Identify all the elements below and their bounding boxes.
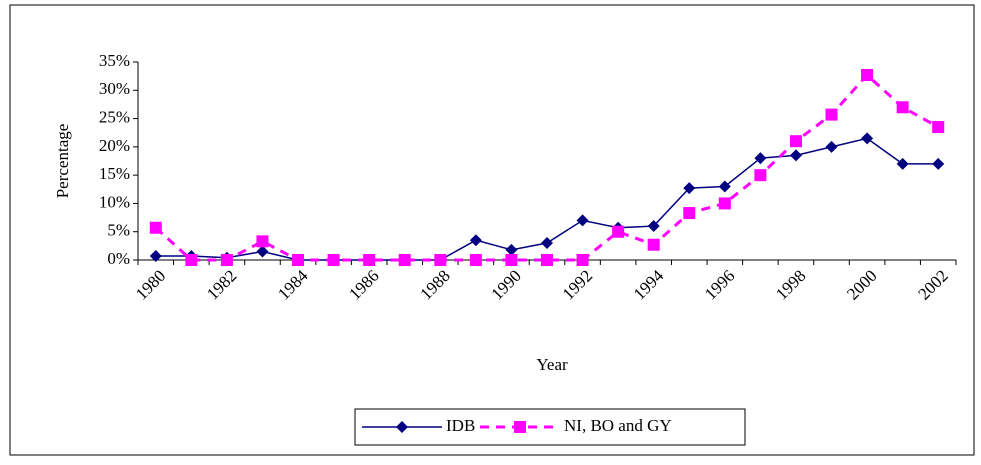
data-point — [861, 69, 874, 82]
data-point — [896, 157, 909, 170]
data-point — [256, 245, 269, 258]
data-point — [185, 254, 198, 266]
x-axis-title: Year — [536, 355, 568, 374]
data-point — [754, 152, 767, 165]
y-tick-label: 25% — [99, 107, 130, 126]
data-point — [825, 108, 838, 121]
data-point — [469, 234, 482, 247]
data-point — [861, 132, 874, 145]
y-tick-label: 35% — [99, 51, 130, 70]
data-point — [825, 140, 838, 153]
y-tick-label: 30% — [99, 79, 130, 98]
data-point — [718, 180, 731, 193]
y-axis-title: Percentage — [53, 124, 72, 199]
data-point — [327, 254, 340, 266]
data-point — [220, 254, 233, 266]
data-point — [363, 254, 376, 266]
data-point — [683, 182, 696, 195]
data-point — [256, 235, 269, 248]
data-point — [576, 214, 589, 227]
legend-marker — [396, 421, 408, 433]
data-point — [612, 225, 625, 238]
y-tick-label: 5% — [107, 221, 130, 240]
data-point — [647, 238, 660, 251]
data-point — [434, 254, 447, 266]
y-tick-label: 15% — [99, 164, 130, 183]
series-line — [154, 72, 939, 262]
data-point — [505, 243, 518, 256]
legend-label: NI, BO and GY — [564, 416, 672, 435]
y-tick-label: 10% — [99, 192, 130, 211]
chart-border — [9, 4, 975, 456]
data-point — [149, 221, 162, 234]
legend-label: IDB — [446, 416, 475, 435]
data-point — [469, 254, 482, 266]
data-point — [505, 254, 518, 266]
data-point — [541, 254, 553, 266]
data-point — [718, 197, 731, 210]
data-point — [896, 101, 909, 114]
data-point — [541, 237, 553, 250]
data-point — [932, 121, 945, 134]
data-point — [683, 207, 696, 220]
data-point — [576, 254, 589, 266]
legend-marker — [514, 421, 526, 433]
y-tick-label: 20% — [99, 136, 130, 155]
y-tick-label: 0% — [107, 249, 130, 268]
data-point — [398, 254, 411, 266]
data-point — [149, 250, 162, 263]
data-point — [647, 220, 660, 233]
data-point — [292, 254, 305, 266]
data-point — [932, 157, 945, 170]
data-point — [789, 135, 802, 148]
data-point — [754, 169, 767, 182]
data-point — [789, 149, 802, 162]
